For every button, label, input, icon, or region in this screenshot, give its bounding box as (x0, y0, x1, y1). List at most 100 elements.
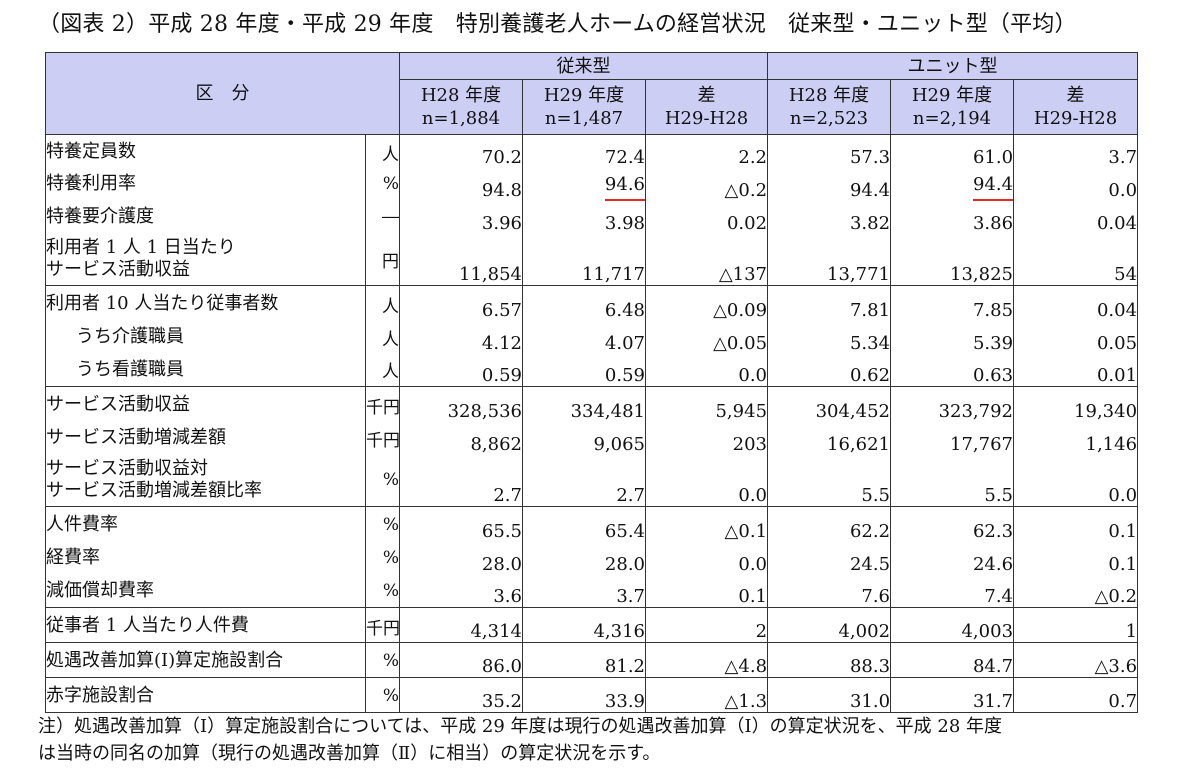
value-cell: 0.63 (890, 353, 1015, 387)
row-label: 利用者 10 人当たり従事者数 (45, 285, 366, 321)
value-cell: 0.1 (1013, 506, 1139, 542)
table-row: 減価償却費率% 3.6 3.7 0.1 7.6 7.4 △0.2 (45, 574, 1139, 608)
column-header-year: H28 年度 (788, 85, 870, 106)
value-cell: 94.4 (767, 167, 892, 201)
value-cell: 4,003 (890, 607, 1015, 643)
value-cell: 0.0 (644, 541, 769, 575)
row-unit: 千円 (365, 386, 400, 422)
row-unit: % (365, 541, 400, 575)
row-label-line: サービス活動収益 (46, 259, 191, 281)
value-cell: 0.01 (1013, 353, 1139, 387)
value-cell: 1,146 (1013, 421, 1139, 455)
value-cell: 65.5 (399, 506, 523, 542)
value-cell: 4.12 (399, 320, 523, 354)
value-cell: 94.6 (522, 167, 646, 201)
row-unit: 人 (365, 353, 400, 387)
footnote-line: 注）処遇改善加算（Ⅰ）算定施設割合については、平成 29 年度は現行の処遇改善加… (38, 716, 1003, 737)
row-label: うち介護職員 (45, 320, 366, 354)
column-header-n: n=2,523 (789, 108, 869, 129)
table-row: うち介護職員人 4.12 4.07 △0.05 5.34 5.39 0.05 (45, 320, 1139, 354)
table-row: 経費率% 28.0 28.0 0.0 24.5 24.6 0.1 (45, 541, 1139, 575)
column-header-year: H29 年度 (911, 85, 993, 106)
value-cell: 323,792 (890, 386, 1015, 422)
row-label: 特養定員数 (45, 134, 366, 168)
column-header: H29 年度 n=1,487 (522, 79, 646, 135)
table-row: 特養利用率% 94.8 94.6 △0.2 94.4 94.4 0.0 (45, 167, 1139, 201)
value-cell: 0.0 (1013, 167, 1139, 201)
value-cell: 5.39 (890, 320, 1015, 354)
value-cell: 5.34 (767, 320, 892, 354)
value-cell: 72.4 (522, 134, 646, 168)
value-cell: 3.7 (522, 574, 646, 608)
value-cell: 0.1 (1013, 541, 1139, 575)
value-cell: 3.7 (1013, 134, 1139, 168)
value-cell: 24.6 (890, 541, 1015, 575)
column-header-n: n=1,884 (421, 108, 501, 129)
value-cell: 5.5 (890, 454, 1015, 507)
row-unit: 人 (365, 134, 400, 168)
column-header-n: n=2,194 (912, 108, 992, 129)
value-cell: 8,862 (399, 421, 523, 455)
value-cell: 31.7 (890, 677, 1015, 713)
value-cell: 94.4 (890, 167, 1015, 201)
value-cell: 0.59 (522, 353, 646, 387)
value-cell: 4,314 (399, 607, 523, 643)
row-label-line: サービス活動増減差額比率 (46, 480, 263, 502)
highlighted-value: 94.6 (604, 174, 645, 201)
value-cell: 28.0 (522, 541, 646, 575)
value-cell: 24.5 (767, 541, 892, 575)
value-cell: 334,481 (522, 386, 646, 422)
table-row: 特養定員数人 70.2 72.4 2.2 57.3 61.0 3.7 (45, 134, 1139, 168)
table-row: 人件費率% 65.5 65.4 △0.1 62.2 62.3 0.1 (45, 506, 1139, 542)
value-cell: 3.98 (522, 200, 646, 234)
row-label: 処遇改善加算(Ⅰ)算定施設割合 (45, 642, 366, 678)
value-cell: 62.2 (767, 506, 892, 542)
column-header-year: 差 (697, 85, 716, 106)
value-cell: 1 (1013, 607, 1139, 643)
row-label-line: 利用者 1 人 1 日当たり (46, 237, 236, 259)
value-cell: 3.82 (767, 200, 892, 234)
value-cell: △0.05 (644, 320, 769, 354)
value-cell: 0.7 (1013, 677, 1139, 713)
value-cell: △0.09 (644, 285, 769, 321)
value-cell: 3.86 (890, 200, 1015, 234)
value-cell: 84.7 (890, 642, 1015, 678)
value-cell: 3.96 (399, 200, 523, 234)
value-cell: △3.6 (1013, 642, 1139, 678)
value-cell: 7.4 (890, 574, 1015, 608)
column-header-year: 差 (1066, 85, 1085, 106)
row-unit: % (365, 454, 400, 507)
group-header-conventional: 従来型 (398, 52, 769, 80)
table-row: 従事者 1 人当たり人件費 千円 4,314 4,316 2 4,002 4,003 1 (45, 607, 1139, 643)
value-cell: 0.0 (1013, 454, 1139, 507)
value-cell: △0.1 (644, 506, 769, 542)
row-label-line: サービス活動収益対 (46, 458, 209, 480)
value-cell: 0.04 (1013, 200, 1139, 234)
value-cell: 304,452 (767, 386, 892, 422)
value-cell: △0.2 (644, 167, 769, 201)
value-cell: △4.8 (644, 642, 769, 678)
value-cell: 2 (644, 607, 769, 643)
value-cell: 13,825 (890, 233, 1015, 286)
value-cell: 0.05 (1013, 320, 1139, 354)
value-cell: 9,065 (522, 421, 646, 455)
management-status-table: 区 分 従来型 ユニット型 H28 年度 n=1,884 H29 年度 n=1,487… (45, 52, 1139, 713)
table-row: 赤字施設割合% 35.2 33.9 △1.3 31.0 31.7 0.7 (45, 677, 1139, 713)
value-cell: 2.2 (644, 134, 769, 168)
table-row: サービス活動増減差額 千円 8,862 9,065 203 16,621 17,767 1,1… (45, 421, 1139, 455)
value-cell: △0.2 (1013, 574, 1139, 608)
row-label: 経費率 (45, 541, 366, 575)
value-cell: 7.85 (890, 285, 1015, 321)
value-cell: 5,945 (644, 386, 769, 422)
column-header-n: H29-H28 (1033, 108, 1118, 129)
value-cell: 13,771 (767, 233, 892, 286)
value-cell: 81.2 (522, 642, 646, 678)
value-cell: 0.02 (644, 200, 769, 234)
value-cell: 86.0 (399, 642, 523, 678)
column-header-n: H29-H28 (664, 108, 749, 129)
row-label: うち看護職員 (45, 353, 366, 387)
row-label: 赤字施設割合 (45, 677, 366, 713)
value-cell: 16,621 (767, 421, 892, 455)
table-row: 利用者 1 人 1 日当たり サービス活動収益円 11,854 11,717 △137 1… (45, 233, 1139, 286)
value-cell: 62.3 (890, 506, 1015, 542)
